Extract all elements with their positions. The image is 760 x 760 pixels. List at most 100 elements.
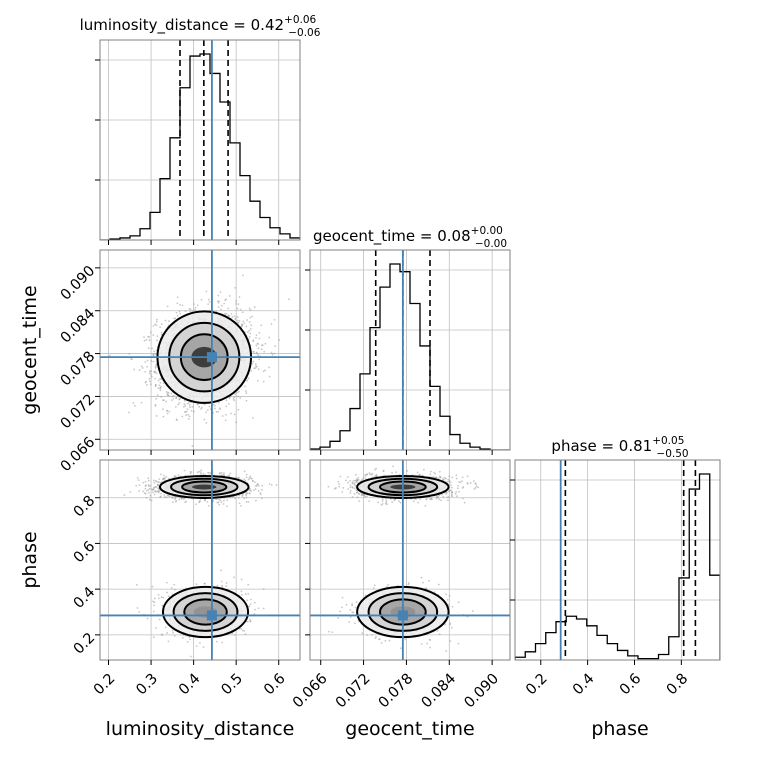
sample-point xyxy=(175,500,178,502)
sample-point xyxy=(181,415,184,418)
sample-point xyxy=(238,296,241,298)
sample-point xyxy=(247,500,250,503)
sample-point xyxy=(165,581,168,584)
sample-point xyxy=(195,645,198,647)
sample-point xyxy=(157,387,160,390)
sample-point xyxy=(156,318,158,321)
sample-point xyxy=(217,306,220,309)
sample-point xyxy=(193,410,196,413)
sample-point xyxy=(238,320,241,322)
sample-point xyxy=(150,373,153,376)
sample-point xyxy=(248,492,251,495)
sample-point xyxy=(220,501,223,504)
sample-point xyxy=(178,310,181,313)
sample-point xyxy=(228,295,231,297)
sample-point xyxy=(219,408,222,411)
sample-point xyxy=(176,296,179,299)
sample-point xyxy=(159,381,162,384)
sample-point xyxy=(271,353,274,356)
sample-point xyxy=(162,478,165,480)
sample-point xyxy=(132,402,135,404)
sample-point xyxy=(219,569,222,572)
sample-point xyxy=(178,402,181,404)
sample-point xyxy=(253,306,256,308)
sample-point xyxy=(141,367,144,369)
sample-point xyxy=(245,476,248,479)
sample-point xyxy=(158,478,161,481)
sample-point xyxy=(230,312,233,315)
sample-point xyxy=(256,483,259,486)
sample-point xyxy=(230,412,232,415)
sample-point xyxy=(156,335,159,338)
sample-point xyxy=(236,391,239,394)
sample-point xyxy=(228,397,231,400)
panel-phase-vs-luminosity-distance xyxy=(100,460,300,660)
sample-point xyxy=(162,399,165,402)
sample-point xyxy=(251,315,253,318)
sample-point xyxy=(155,320,158,323)
sample-point xyxy=(214,407,216,410)
title-luminosity-distance: luminosity_distance = 0.42+0.06 −0.06 xyxy=(80,14,321,39)
sample-point xyxy=(238,390,240,393)
sample-point xyxy=(152,636,155,639)
sample-point xyxy=(168,410,171,413)
sample-point xyxy=(133,368,136,371)
sample-point xyxy=(232,398,235,400)
sample-point xyxy=(200,408,203,410)
sample-point xyxy=(153,493,156,496)
sample-point xyxy=(157,490,160,492)
sample-point xyxy=(259,493,262,496)
sample-point xyxy=(208,301,211,303)
sample-point xyxy=(128,411,130,414)
sample-point xyxy=(154,377,156,380)
sample-point xyxy=(160,473,162,476)
sample-point xyxy=(257,484,260,487)
sample-point xyxy=(255,344,258,347)
sample-point xyxy=(153,350,156,353)
sample-point xyxy=(138,610,141,613)
sample-point xyxy=(225,399,228,402)
sample-point xyxy=(250,598,252,601)
sample-point xyxy=(260,324,263,327)
sample-point xyxy=(246,331,249,333)
sample-point xyxy=(167,455,169,457)
sample-point xyxy=(256,351,258,354)
sample-point xyxy=(156,483,159,486)
sample-point xyxy=(145,496,148,499)
sample-point xyxy=(167,640,170,643)
sample-point xyxy=(205,411,207,414)
sample-point xyxy=(240,578,243,581)
sample-point xyxy=(273,318,276,321)
sample-point xyxy=(244,633,247,636)
sample-point xyxy=(221,584,223,587)
sample-point xyxy=(151,488,153,491)
sample-point xyxy=(228,474,231,477)
sample-point xyxy=(200,469,203,472)
sample-point xyxy=(251,362,254,365)
sample-point xyxy=(136,476,139,479)
sample-point xyxy=(235,300,238,302)
sample-point xyxy=(221,586,224,589)
sample-point xyxy=(242,320,245,323)
sample-point xyxy=(144,361,147,363)
sample-point xyxy=(257,490,260,492)
sample-point xyxy=(233,315,236,318)
sample-point xyxy=(145,484,147,487)
sample-point xyxy=(145,489,148,492)
sample-point xyxy=(260,348,263,351)
sample-point xyxy=(268,366,271,369)
sample-point xyxy=(144,381,147,384)
sample-point xyxy=(205,290,208,293)
sample-point xyxy=(256,353,259,356)
sample-point xyxy=(227,307,230,310)
sample-point xyxy=(258,358,261,361)
sample-point xyxy=(218,503,221,506)
sample-point xyxy=(249,475,252,478)
sample-point xyxy=(249,489,252,491)
sample-point xyxy=(234,476,237,479)
sample-point xyxy=(155,324,158,327)
sample-point xyxy=(154,366,157,369)
sample-point xyxy=(188,403,191,406)
sample-point xyxy=(250,477,253,480)
